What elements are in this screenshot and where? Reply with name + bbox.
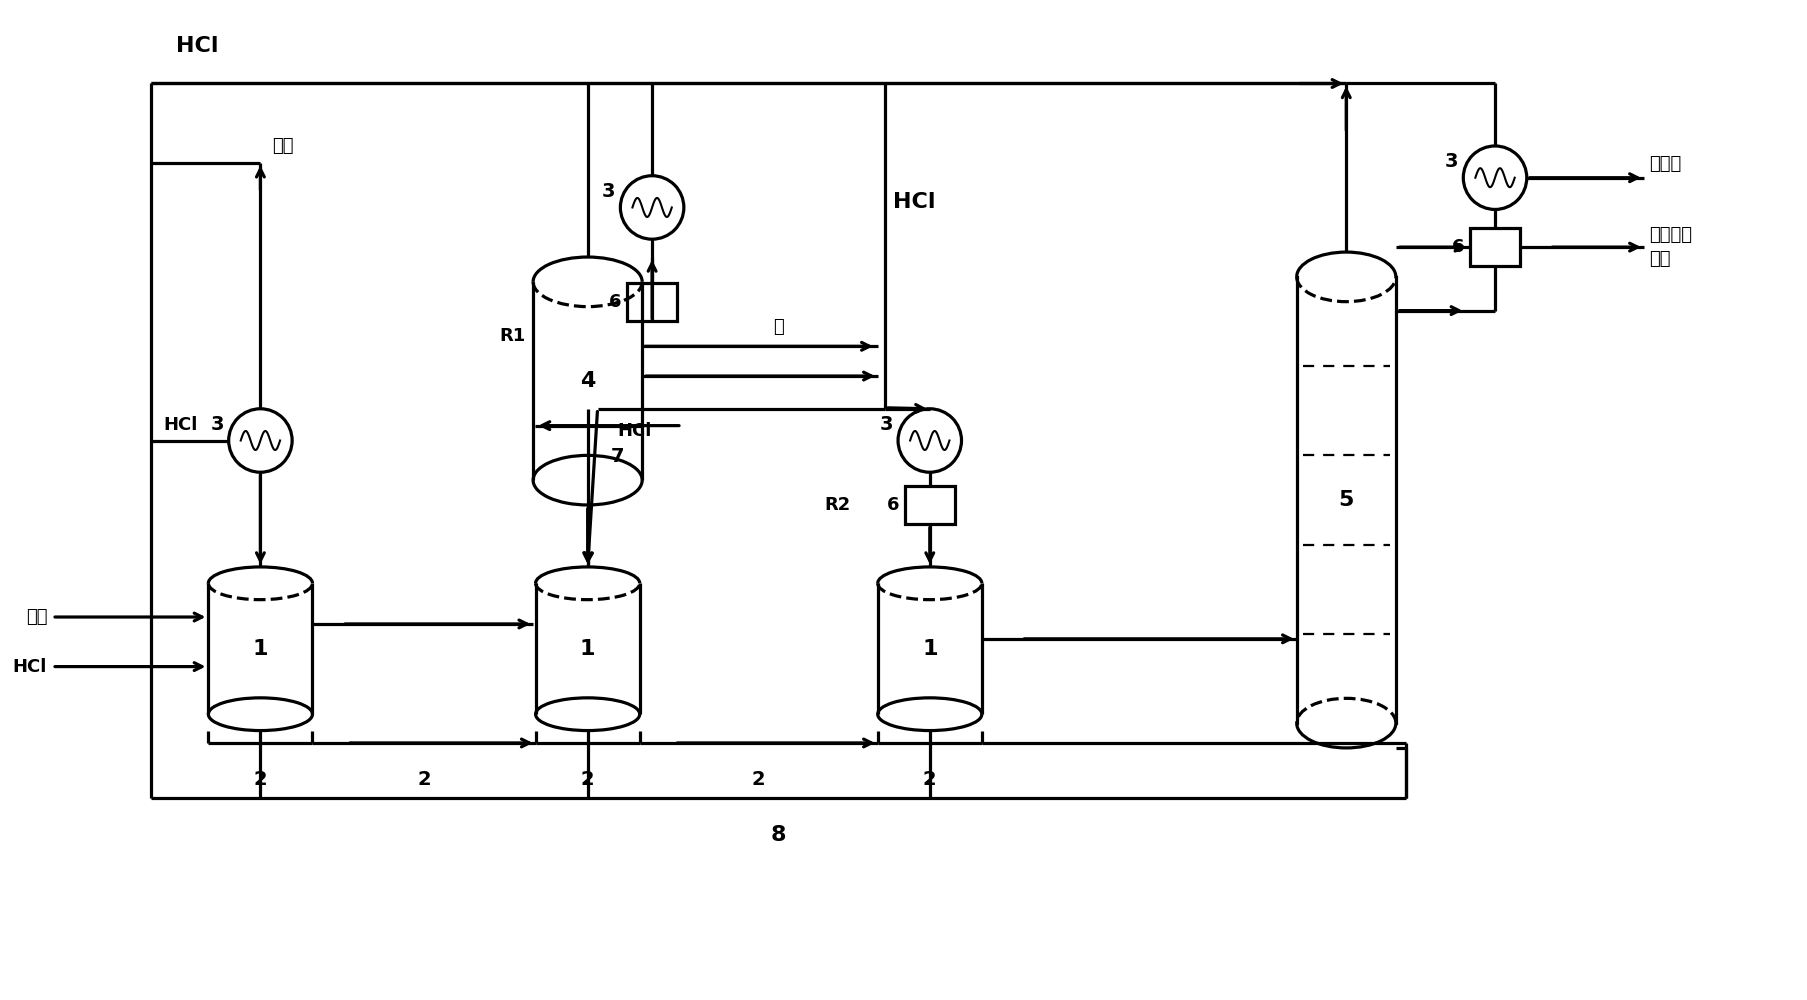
- Text: HCl: HCl: [163, 416, 197, 434]
- Text: 6: 6: [609, 293, 622, 311]
- Text: 8: 8: [772, 825, 786, 845]
- Text: 7: 7: [611, 447, 623, 466]
- Text: 水: 水: [773, 318, 784, 336]
- Text: 2: 2: [580, 770, 595, 789]
- Text: 3: 3: [880, 415, 893, 434]
- Text: 3: 3: [1446, 152, 1458, 171]
- Text: 二氯丙醇
产品: 二氯丙醇 产品: [1648, 226, 1691, 268]
- Text: 2: 2: [923, 770, 936, 789]
- Text: 2: 2: [752, 770, 766, 789]
- Text: 甘油: 甘油: [25, 608, 47, 626]
- Text: HCl: HCl: [175, 36, 219, 56]
- Text: 3: 3: [602, 182, 616, 201]
- Text: 2: 2: [253, 770, 267, 789]
- Text: R2: R2: [824, 496, 851, 514]
- Text: 4: 4: [580, 371, 595, 391]
- Text: 5: 5: [1339, 490, 1353, 510]
- Text: 1: 1: [253, 639, 267, 659]
- Text: 6: 6: [887, 496, 900, 514]
- Text: 接真空: 接真空: [1648, 155, 1681, 173]
- Text: 1: 1: [580, 639, 595, 659]
- Text: 6: 6: [1451, 238, 1464, 256]
- Text: 2: 2: [417, 770, 430, 789]
- Text: HCl: HCl: [13, 658, 47, 676]
- Text: 1: 1: [922, 639, 938, 659]
- Text: 3: 3: [210, 415, 224, 434]
- Text: 放空: 放空: [273, 137, 295, 155]
- Text: HCl: HCl: [893, 192, 936, 213]
- Text: HCl: HCl: [618, 422, 652, 440]
- Text: R1: R1: [499, 327, 526, 345]
